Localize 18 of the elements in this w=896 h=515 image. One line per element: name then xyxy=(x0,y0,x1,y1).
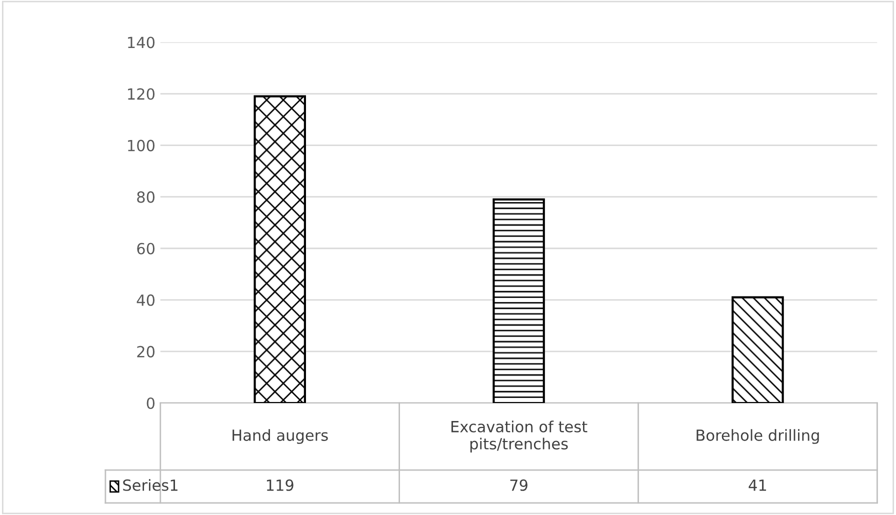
y-tick-label: 60 xyxy=(137,242,155,254)
text: Series1 xyxy=(123,479,178,491)
bar xyxy=(254,95,306,403)
y-tick-label: 0 xyxy=(146,397,155,410)
x-tick-label: Excavation of test pits/trenches xyxy=(451,420,588,452)
x-tick-label: Hand augers xyxy=(232,429,328,444)
y-tick-label: 120 xyxy=(128,88,155,100)
data-label: 119 xyxy=(266,479,294,491)
bar xyxy=(732,296,784,403)
bar xyxy=(492,198,545,403)
data-label: 41 xyxy=(748,480,766,491)
y-tick-label: 20 xyxy=(137,346,155,358)
y-tick-label: 140 xyxy=(128,36,155,48)
x-tick-label: Borehole drilling xyxy=(696,429,819,444)
data-label: 79 xyxy=(510,479,528,491)
y-tick-label: 100 xyxy=(128,140,155,152)
y-tick-label: 40 xyxy=(136,294,155,306)
y-tick-label: 80 xyxy=(137,191,155,203)
